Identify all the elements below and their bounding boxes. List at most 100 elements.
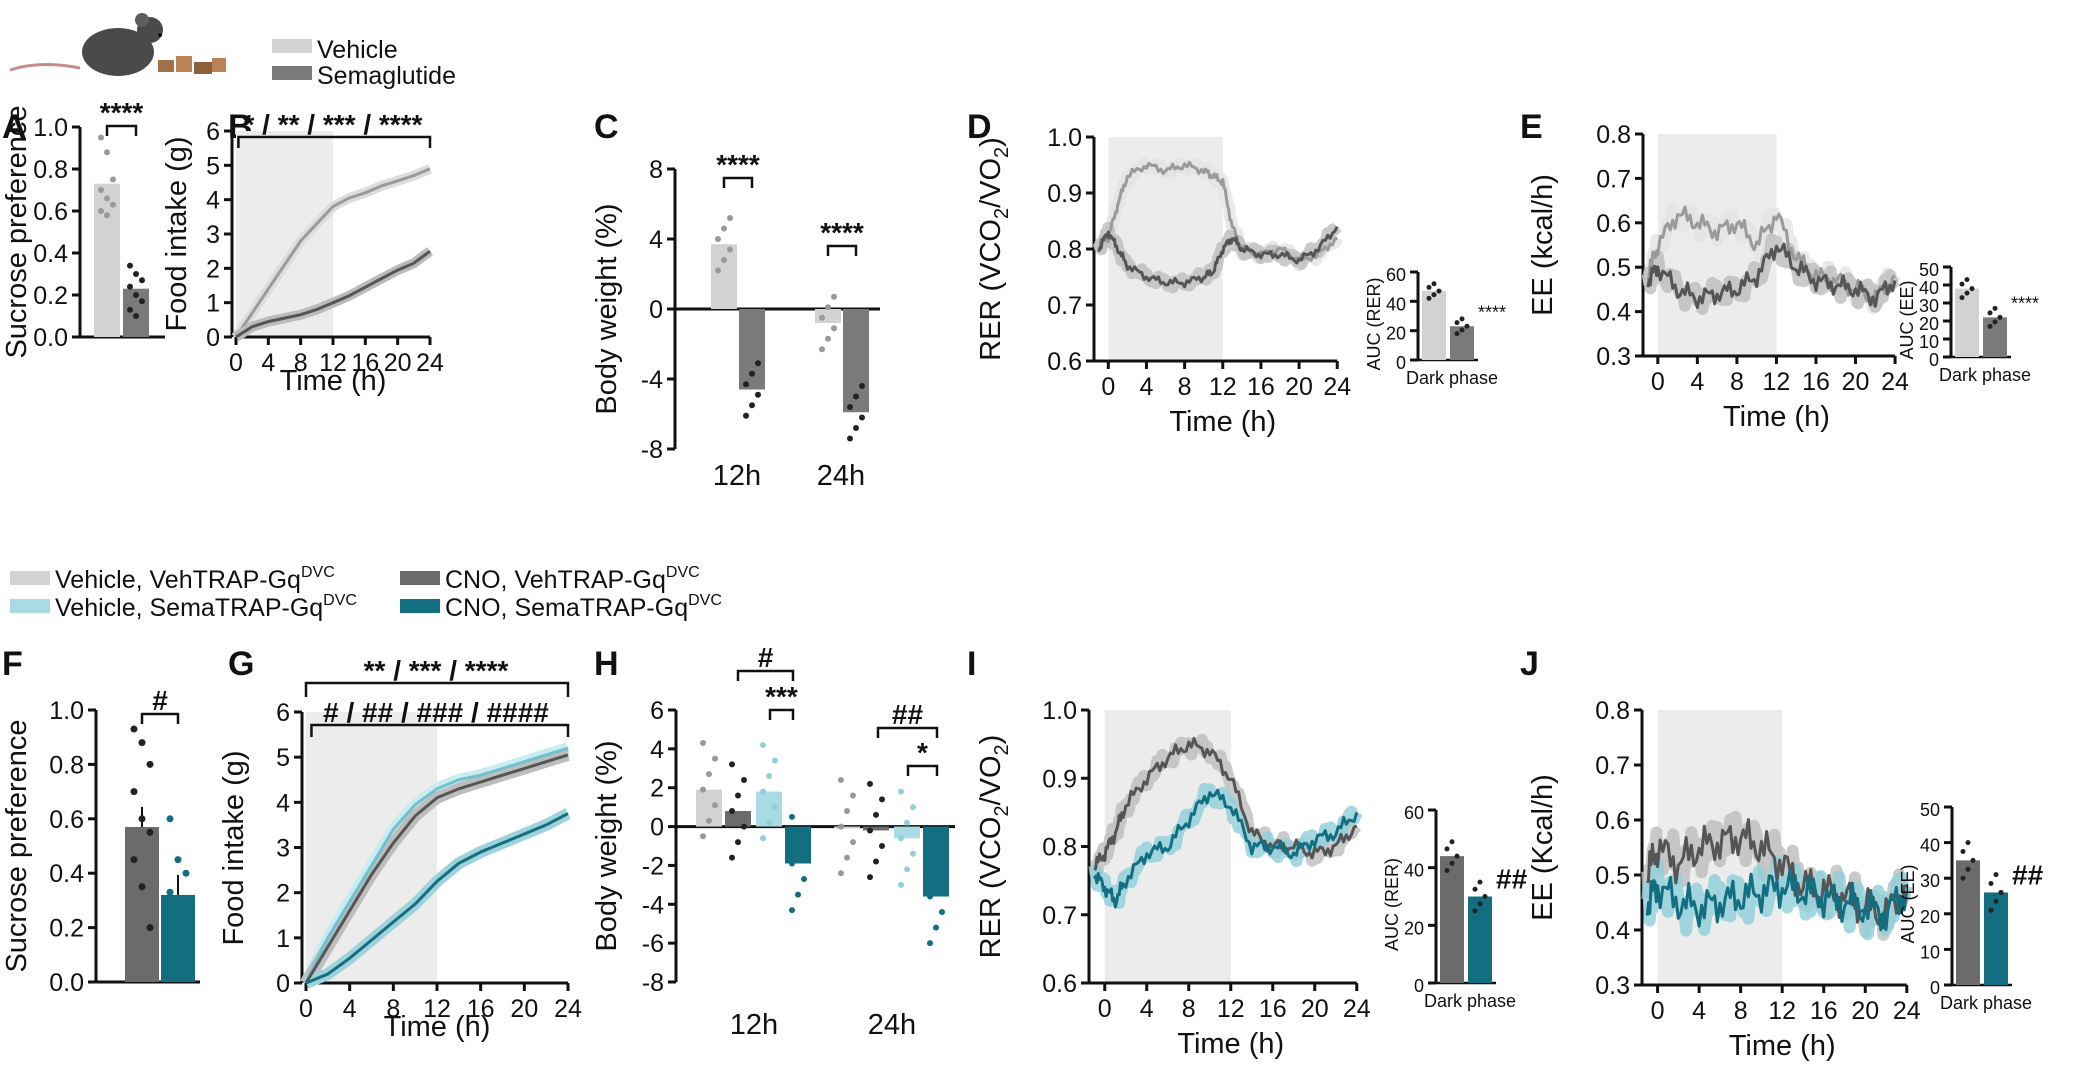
panel-e-x-tick-label: 8 [1730, 368, 1744, 396]
panel-i-y-tick-label: 0.7 [1042, 902, 1077, 930]
panel-h-point [772, 757, 778, 764]
panel-a-point [127, 283, 133, 290]
legend-sup-3: DVC [666, 564, 700, 581]
panel-c-bar [711, 244, 737, 309]
panel-j-inset-y-tick-label: 20 [1920, 907, 1940, 927]
svg-text:Vehicle, VehTRAP-GqDVC: Vehicle, VehTRAP-GqDVC [55, 564, 335, 594]
panel-e-inset-point [1987, 323, 1993, 329]
panel-i-inset-y-tick-label: 20 [1404, 918, 1424, 938]
panel-d-inset-y-tick-label: 0 [1396, 353, 1406, 373]
panel-b-series-1 [235, 249, 431, 339]
panel-e-y-tick-label: 0.7 [1596, 165, 1631, 193]
panel-j-x-tick-label: 8 [1734, 997, 1748, 1025]
panel-i-inset-y-tick-label: 0 [1414, 976, 1424, 996]
panel-c-y-tick-label: 4 [649, 226, 663, 254]
panel-f: 0.0 0.2 0.4 0.6 0.8 1.0 Sucrose preference # [1, 685, 200, 997]
legend-bottom: Vehicle, VehTRAP-GqDVC Vehicle, SemaTRAP… [10, 564, 722, 622]
panel-a-point [104, 149, 110, 156]
panel-d-inset-point [1431, 292, 1437, 298]
panel-b-x-tick-label: 4 [261, 349, 275, 377]
panel-f-point [166, 929, 174, 937]
panel-c-sig-12h-text: **** [716, 149, 760, 180]
panel-f-point [130, 725, 138, 733]
panel-i-inset-point [1454, 853, 1460, 859]
panel-i-inset-y-tick-label: 60 [1404, 803, 1424, 823]
panel-e-y-tick-label: 0.6 [1596, 210, 1631, 238]
panel-i-inset-point [1449, 839, 1455, 845]
panel-c-point [715, 236, 721, 242]
panel-c-sig-24h-text: **** [820, 217, 864, 248]
panel-f-y-tick-label: 0.8 [49, 751, 84, 779]
panel-h-y-tick-label: -8 [642, 969, 664, 997]
panel-j-inset: 0 10 20 30 40 50 AUC (EE) Dark phase ## [1898, 800, 2044, 1013]
panel-h-point [741, 776, 747, 783]
panel-g-y-tick-label: 6 [276, 699, 290, 727]
panel-h-point [700, 786, 706, 793]
panel-i-x-tick-label: 24 [1343, 995, 1371, 1023]
panel-c-point [749, 370, 755, 377]
panel-i-inset-bar-1 [1468, 896, 1492, 983]
panel-a-point [98, 134, 104, 141]
panel-c-point [853, 393, 859, 400]
panel-a-y-tick-label: 0.8 [33, 156, 68, 184]
panel-a-point [110, 201, 116, 208]
panel-e-inset-point [1992, 319, 1998, 325]
panel-letter-a: A [2, 108, 27, 146]
panel-c-point [819, 314, 825, 321]
legend-label-cno-sema: CNO, SemaTRAP-Gq [445, 594, 688, 622]
panel-g-x-tick-label: 16 [467, 995, 495, 1023]
panel-i-y-tick-label: 0.8 [1042, 834, 1077, 862]
panel-d-inset-point [1454, 331, 1460, 337]
panel-e-ylabel: EE (kcal/h) [1527, 174, 1559, 316]
panel-letter-c: C [594, 108, 619, 146]
panel-h-point [927, 940, 933, 947]
panel-j-y-tick-label: 0.7 [1595, 752, 1630, 780]
panel-a-point [133, 271, 139, 277]
panel-f-point [182, 918, 190, 926]
panel-d-x-tick-label: 20 [1285, 373, 1313, 401]
panel-j-y-tick-label: 0.3 [1595, 972, 1630, 1000]
panel-i-inset-point [1477, 879, 1483, 885]
panel-j-series-1 [1645, 868, 1909, 932]
panel-e-x-tick-label: 4 [1690, 368, 1704, 396]
panel-h-point [879, 843, 885, 849]
panel-f-point [138, 815, 146, 823]
panel-b-x-tick-label: 24 [416, 349, 444, 377]
panel-i-x-tick-label: 20 [1301, 995, 1329, 1023]
panel-b-y-tick-label: 3 [206, 221, 220, 249]
panel-g-y-tick-label: 0 [276, 970, 290, 998]
panel-h-point [933, 924, 939, 931]
panel-e-inset-y-tick-label: 40 [1919, 278, 1939, 298]
panel-a-point [98, 187, 104, 193]
panel-g-x-tick-label: 12 [423, 995, 451, 1023]
panel-i-inset-point [1444, 846, 1450, 852]
panel-a-y-tick-label: 0.4 [33, 240, 68, 268]
panel-c-point [831, 325, 837, 332]
panel-d-ylabel-sub: 2 [991, 208, 1013, 219]
panel-j-ylabel: EE (Kcal/h) [1527, 774, 1559, 921]
panel-h-point [850, 792, 856, 799]
panel-h: 6 4 2 0 -2 -4 -6 -8 Body weight (%) 12h 24h # *** ## * [591, 642, 955, 1041]
panel-i-ylabel-part: /VO [975, 755, 1007, 805]
panel-g-x-tick-label: 24 [554, 995, 582, 1023]
legend-label-semaglutide: Semaglutide [317, 62, 456, 90]
panel-e-inset-point [1964, 277, 1970, 283]
panel-b-series-0 [234, 167, 431, 338]
panel-j-inset-point [1965, 840, 1971, 846]
panel-i-x-tick-label: 4 [1140, 995, 1154, 1023]
panel-h-bar [725, 811, 751, 827]
panel-h-y-tick-label: -4 [642, 891, 664, 919]
panel-d-y-tick-label: 0.8 [1047, 236, 1082, 264]
panel-h-y-tick-label: 4 [650, 736, 664, 764]
panel-f-bar-0 [125, 826, 159, 982]
panel-c-point [859, 383, 865, 389]
panel-j-inset-point [1960, 849, 1966, 854]
panel-g-x-tick-label: 4 [343, 995, 357, 1023]
panel-b-x-tick-label: 16 [351, 349, 379, 377]
panel-h-sig-hash2-bracket [876, 726, 939, 738]
panel-a-ylabel: Sucrose preference [1, 105, 33, 358]
